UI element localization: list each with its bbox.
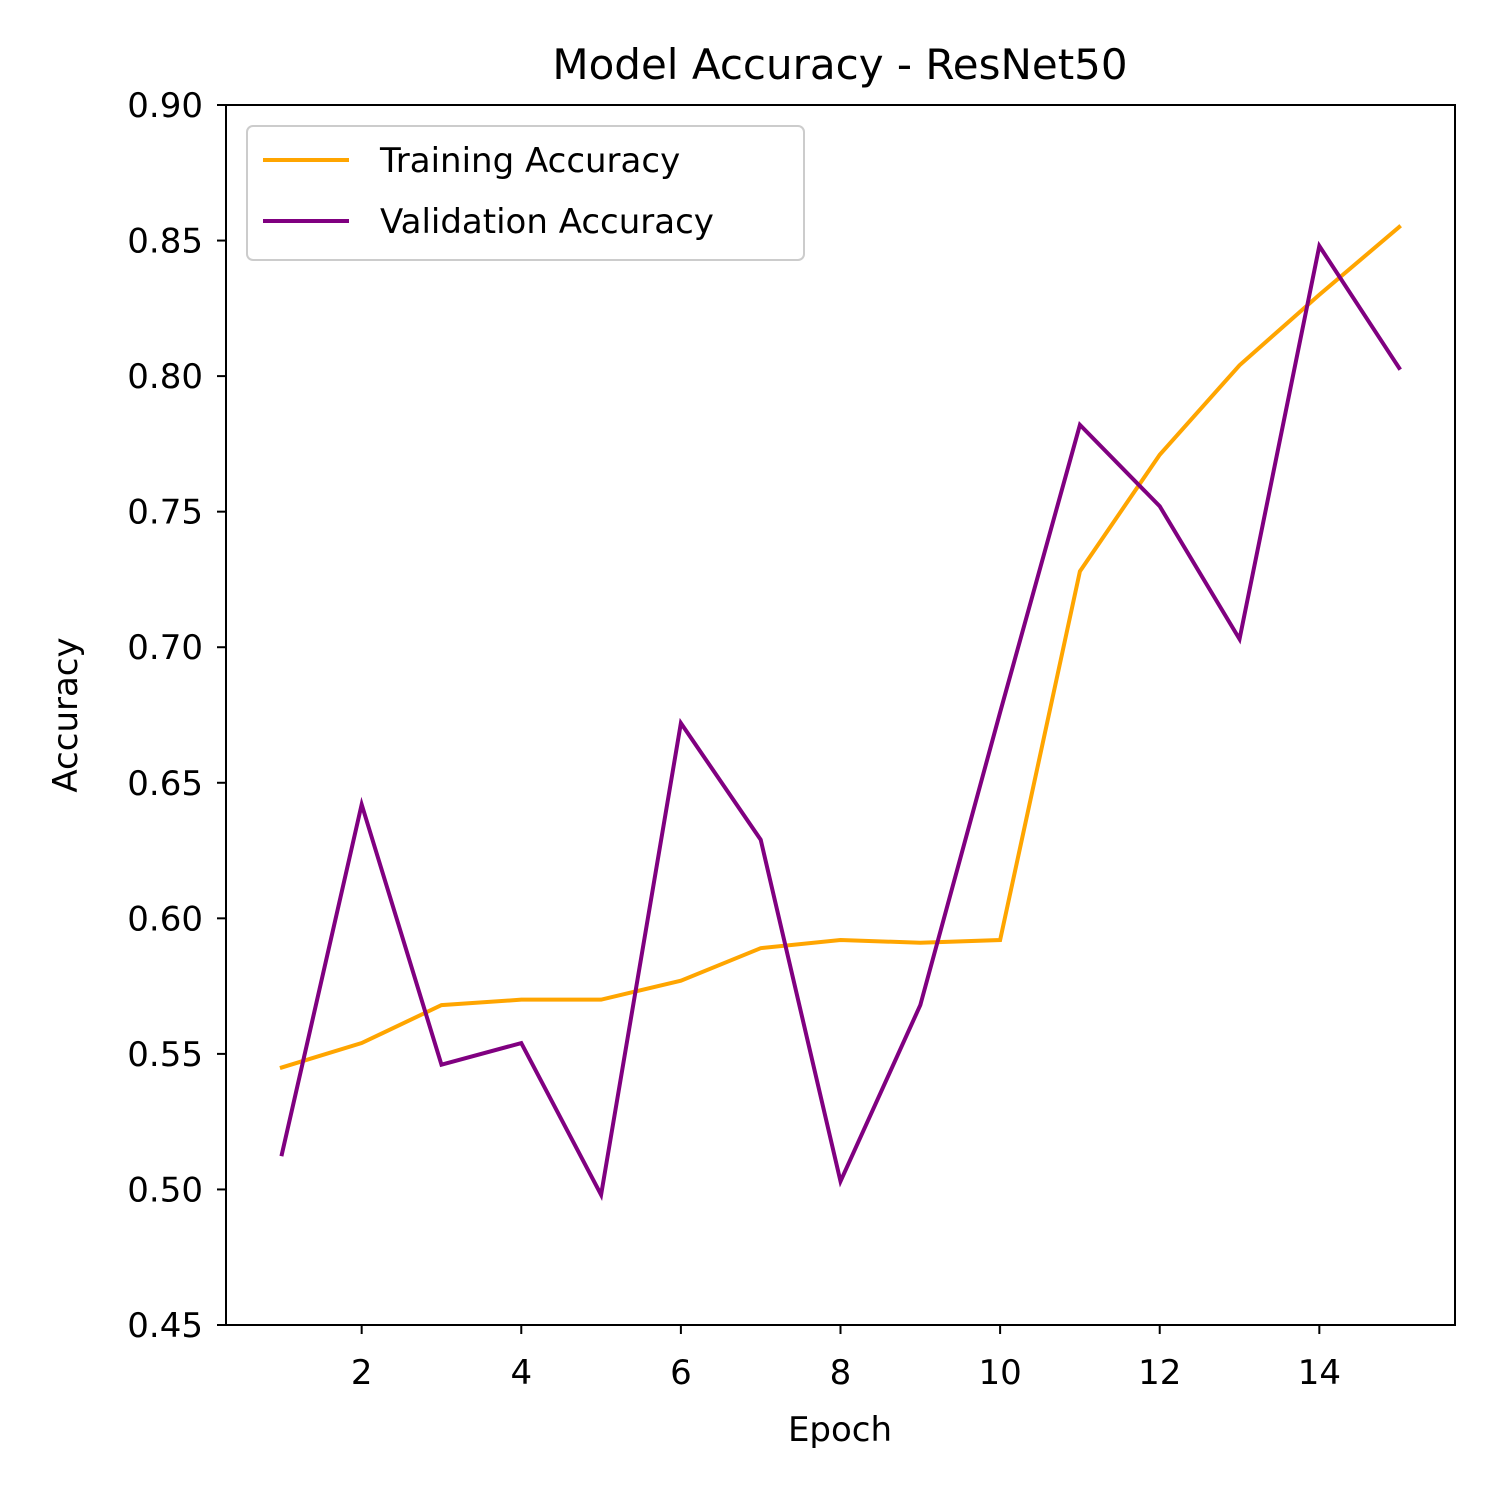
y-tick-label: 0.60 — [127, 899, 203, 939]
legend-label-training-accuracy: Training Accuracy — [379, 141, 680, 181]
y-tick-label: 0.50 — [127, 1170, 203, 1210]
x-tick-label: 2 — [351, 1353, 373, 1393]
x-axis: 2 4 6 8 10 12 14 — [351, 1325, 1341, 1393]
x-tick-label: 12 — [1138, 1353, 1181, 1393]
y-tick-label: 0.45 — [127, 1306, 203, 1346]
x-tick-label: 8 — [830, 1353, 852, 1393]
series-line-validation-accuracy — [279, 240, 1402, 1202]
y-tick-label: 0.75 — [127, 493, 203, 533]
y-tick-label: 0.70 — [127, 628, 203, 668]
series-line-training-accuracy — [279, 224, 1402, 1070]
y-tick-label: 0.55 — [127, 1035, 203, 1075]
y-tick-label: 0.65 — [127, 764, 203, 804]
legend-label-validation-accuracy: Validation Accuracy — [380, 202, 714, 242]
x-tick-label: 4 — [510, 1353, 532, 1393]
x-tick-label: 14 — [1298, 1353, 1341, 1393]
series-group — [279, 224, 1402, 1202]
legend-box — [246, 125, 805, 261]
legend: Training Accuracy Validation Accuracy — [246, 125, 805, 261]
x-tick-label: 10 — [978, 1353, 1021, 1393]
x-axis-label: Epoch — [788, 1410, 892, 1450]
x-tick-label: 6 — [670, 1353, 692, 1393]
y-tick-label: 0.90 — [127, 86, 203, 126]
y-tick-label: 0.80 — [127, 357, 203, 397]
y-axis-label: Accuracy — [46, 637, 86, 792]
y-tick-label: 0.85 — [127, 222, 203, 262]
y-axis: 0.45 0.50 0.55 0.60 0.65 0.70 0.75 0.80 0.85 0.90 — [127, 86, 226, 1346]
chart-title: Model Accuracy - ResNet50 — [552, 40, 1127, 89]
